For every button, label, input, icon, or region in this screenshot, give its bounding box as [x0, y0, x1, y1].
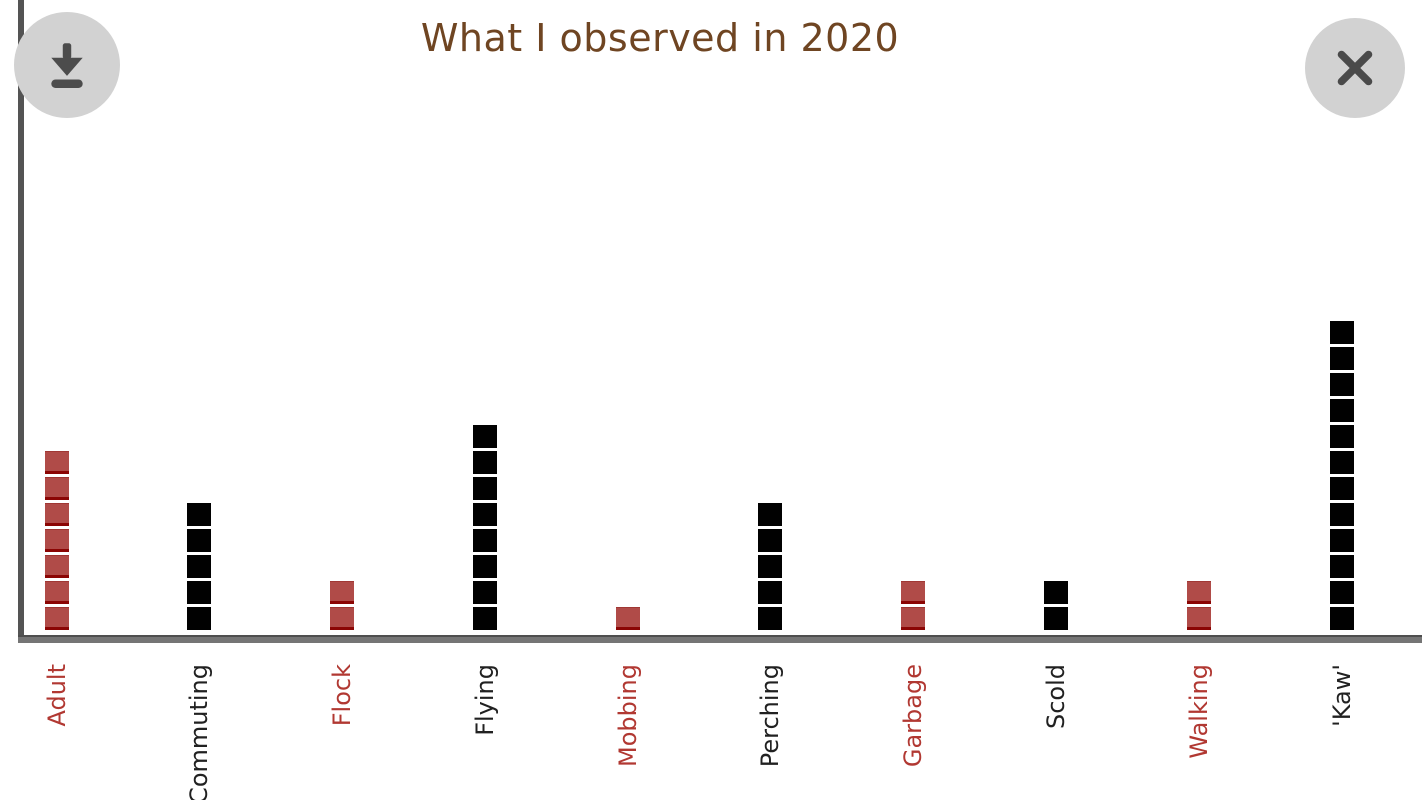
x-tick-label-garbage: Garbage — [899, 664, 928, 768]
unit-square — [187, 529, 212, 552]
bar-column-flying — [472, 425, 497, 630]
unit-square — [1329, 607, 1354, 630]
unit-square — [44, 555, 69, 578]
x-tick-label-walking: Walking — [1184, 664, 1213, 759]
unit-square — [44, 477, 69, 500]
download-icon — [51, 43, 83, 88]
x-axis-line — [18, 635, 1422, 643]
y-axis-line — [18, 0, 24, 643]
bar-column-walking — [1186, 581, 1211, 630]
unit-square — [472, 581, 497, 604]
unit-square — [1329, 347, 1354, 370]
unit-square — [758, 607, 783, 630]
x-tick-label-scold: Scold — [1041, 664, 1070, 730]
unit-square — [758, 555, 783, 578]
unit-square — [472, 477, 497, 500]
unit-square — [1329, 503, 1354, 526]
unit-square — [758, 529, 783, 552]
unit-square — [1186, 607, 1211, 630]
bar-column-adult — [44, 451, 69, 630]
unit-square — [330, 581, 355, 604]
unit-square — [1043, 581, 1068, 604]
bar-column-mobbing — [615, 607, 640, 630]
x-tick-label-mobbing: Mobbing — [613, 664, 642, 767]
unit-square — [1329, 555, 1354, 578]
unit-square — [1329, 399, 1354, 422]
x-tick-label-kaw: 'Kaw' — [1327, 664, 1356, 727]
unit-square — [44, 607, 69, 630]
unit-square — [758, 503, 783, 526]
unit-square — [1329, 581, 1354, 604]
unit-square — [1329, 529, 1354, 552]
unit-square — [187, 581, 212, 604]
unit-square — [472, 529, 497, 552]
unit-square — [330, 607, 355, 630]
x-tick-label-adult: Adult — [42, 664, 71, 727]
x-tick-label-perching: Perching — [756, 664, 785, 768]
unit-square — [1329, 451, 1354, 474]
unit-square — [901, 607, 926, 630]
unit-square — [187, 607, 212, 630]
unit-square — [901, 581, 926, 604]
bar-column-scold — [1043, 581, 1068, 630]
unit-square — [1186, 581, 1211, 604]
unit-square — [472, 425, 497, 448]
unit-square — [44, 581, 69, 604]
x-tick-label-flying: Flying — [470, 664, 499, 736]
unit-square — [187, 555, 212, 578]
close-icon — [1337, 50, 1373, 86]
unit-square — [758, 581, 783, 604]
bar-column-kaw — [1329, 321, 1354, 630]
unit-square — [472, 503, 497, 526]
bar-column-perching — [758, 503, 783, 630]
unit-square — [615, 607, 640, 630]
close-button[interactable] — [1305, 18, 1405, 118]
bar-column-garbage — [901, 581, 926, 630]
unit-square — [1043, 607, 1068, 630]
unit-square — [187, 503, 212, 526]
unit-square — [1329, 425, 1354, 448]
unit-square — [44, 529, 69, 552]
x-tick-label-flock: Flock — [328, 664, 357, 727]
unit-square — [1329, 477, 1354, 500]
bar-column-commuting — [187, 503, 212, 630]
unit-square — [472, 451, 497, 474]
chart-title: What I observed in 2020 — [420, 16, 900, 60]
unit-square — [1329, 373, 1354, 396]
unit-square — [44, 451, 69, 474]
unit-square — [472, 555, 497, 578]
unit-square — [472, 607, 497, 630]
unit-square — [44, 503, 69, 526]
unit-square — [1329, 321, 1354, 344]
bar-column-flock — [330, 581, 355, 630]
download-button[interactable] — [14, 12, 120, 118]
x-tick-label-commuting: Commuting — [185, 664, 214, 800]
